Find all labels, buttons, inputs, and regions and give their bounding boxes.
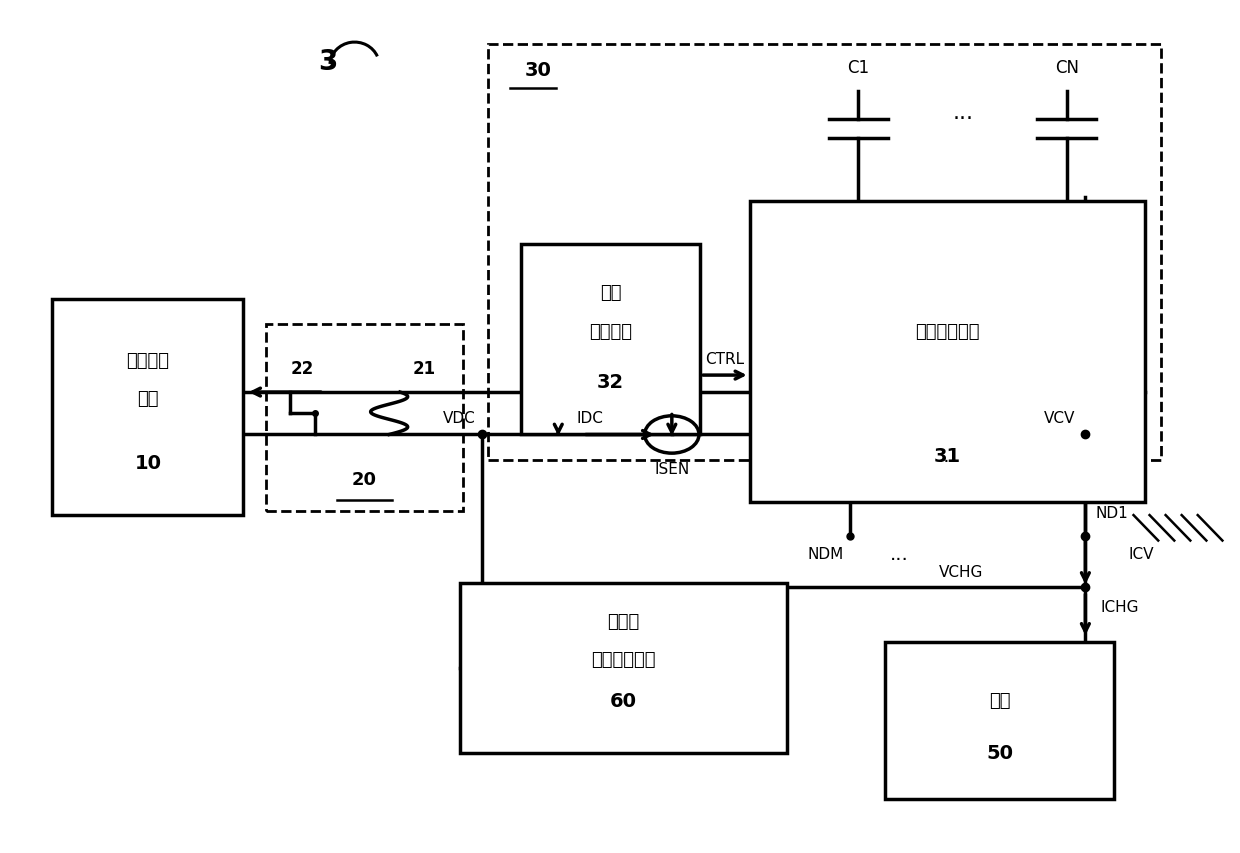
Bar bbox=[52, 299, 243, 515]
Text: VCHG: VCHG bbox=[939, 565, 983, 580]
Text: 10: 10 bbox=[134, 454, 161, 473]
Text: 21: 21 bbox=[412, 360, 435, 378]
Text: 20: 20 bbox=[352, 470, 377, 488]
Text: 单元: 单元 bbox=[138, 390, 159, 408]
Bar bbox=[460, 583, 786, 752]
Text: 32: 32 bbox=[598, 373, 624, 392]
Text: 电源转换电路: 电源转换电路 bbox=[590, 651, 655, 669]
Text: ICHG: ICHG bbox=[1100, 599, 1138, 614]
Text: ...: ... bbox=[937, 447, 956, 466]
Text: ISEN: ISEN bbox=[655, 461, 689, 476]
Text: 30: 30 bbox=[525, 61, 552, 80]
Text: 切换式: 切换式 bbox=[606, 612, 639, 630]
Text: CTRL: CTRL bbox=[706, 351, 744, 366]
Text: 60: 60 bbox=[610, 691, 636, 710]
Bar bbox=[885, 642, 1114, 799]
Bar bbox=[265, 325, 464, 511]
Text: ...: ... bbox=[952, 103, 973, 123]
Text: 电池: 电池 bbox=[988, 691, 1011, 709]
Text: VCV: VCV bbox=[1044, 410, 1075, 426]
Text: C1: C1 bbox=[847, 59, 869, 77]
Bar bbox=[521, 244, 701, 435]
Text: CN: CN bbox=[1055, 59, 1079, 77]
Text: 31: 31 bbox=[934, 447, 961, 466]
Text: IDC: IDC bbox=[577, 410, 604, 426]
Text: 转换: 转换 bbox=[600, 284, 621, 302]
Text: 3: 3 bbox=[317, 48, 337, 76]
Text: 电源发送: 电源发送 bbox=[126, 351, 170, 370]
Text: ND1: ND1 bbox=[1095, 506, 1128, 520]
Text: VDC: VDC bbox=[443, 410, 476, 426]
Text: ICV: ICV bbox=[1128, 546, 1154, 561]
Text: 转换开关电路: 转换开关电路 bbox=[915, 322, 980, 340]
Text: 22: 22 bbox=[291, 360, 315, 378]
Bar bbox=[750, 202, 1145, 502]
Bar bbox=[487, 45, 1161, 461]
Text: 控制电路: 控制电路 bbox=[589, 322, 632, 340]
Text: 50: 50 bbox=[986, 743, 1013, 763]
Text: NDM: NDM bbox=[807, 546, 843, 561]
Text: ...: ... bbox=[889, 544, 909, 563]
